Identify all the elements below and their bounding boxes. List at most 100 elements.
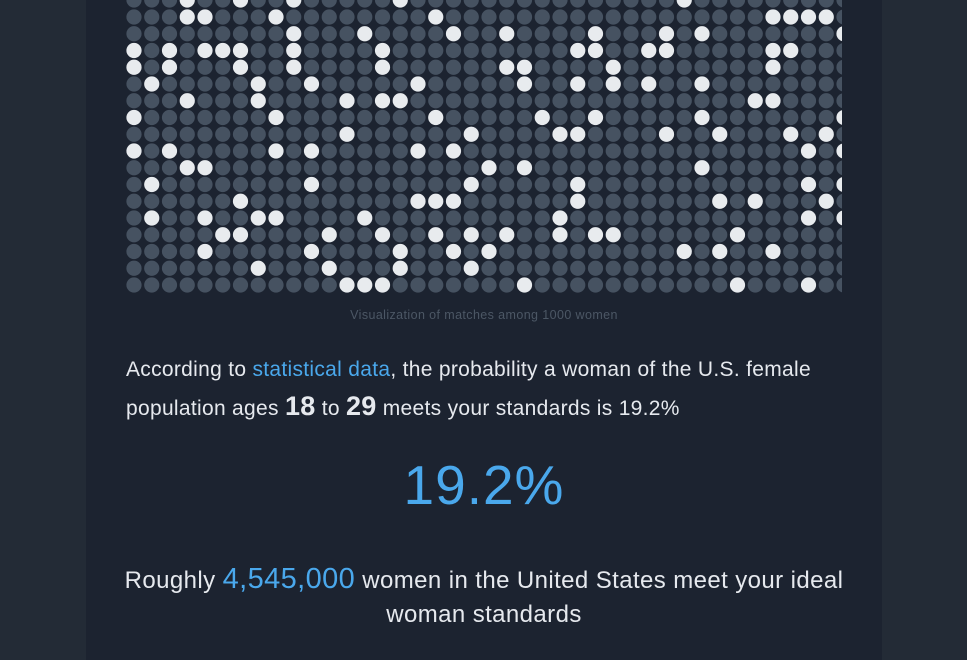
non-match-dot — [800, 109, 817, 126]
non-match-dot — [623, 9, 639, 25]
statistical-data-link[interactable]: statistical data — [252, 358, 391, 381]
non-match-dot — [232, 93, 249, 109]
non-match-dot — [534, 0, 550, 8]
non-match-dot — [445, 277, 462, 293]
non-match-dot — [232, 160, 249, 176]
match-dot — [587, 42, 604, 59]
non-match-dot — [783, 26, 799, 42]
match-dot — [321, 260, 337, 276]
match-dot — [641, 42, 657, 59]
non-match-dot — [499, 193, 515, 209]
non-match-dot — [463, 93, 479, 109]
match-dot — [392, 0, 408, 8]
non-match-dot — [570, 93, 586, 109]
non-match-dot — [357, 109, 373, 126]
non-match-dot — [747, 9, 763, 25]
match-dot — [570, 76, 586, 92]
match-dot — [410, 193, 426, 209]
non-match-dot — [516, 0, 533, 8]
match-dot — [499, 26, 515, 42]
non-match-dot — [197, 193, 213, 209]
non-match-dot — [215, 109, 231, 126]
match-dot — [570, 176, 586, 193]
non-match-dot — [303, 227, 320, 243]
match-dot — [712, 243, 728, 260]
non-match-dot — [161, 176, 178, 193]
non-match-dot — [321, 93, 337, 109]
non-match-dot — [392, 109, 408, 126]
non-match-dot — [428, 277, 444, 293]
non-match-dot — [818, 26, 834, 42]
match-dot — [570, 126, 586, 142]
non-match-dot — [783, 243, 799, 260]
non-match-dot — [836, 9, 842, 25]
match-dot — [339, 93, 355, 109]
non-match-dot — [658, 160, 675, 176]
non-match-dot — [179, 76, 195, 92]
non-match-dot — [641, 109, 657, 126]
non-match-dot — [428, 59, 444, 75]
non-match-dot — [783, 277, 799, 293]
non-match-dot — [712, 0, 728, 8]
non-match-dot — [161, 26, 178, 42]
non-match-dot — [215, 210, 231, 226]
match-dot — [658, 42, 675, 59]
non-match-dot — [463, 160, 479, 176]
non-match-dot — [339, 26, 355, 42]
non-match-dot — [800, 126, 817, 142]
match-dot — [126, 143, 142, 159]
non-match-dot — [605, 109, 621, 126]
non-match-dot — [179, 210, 195, 226]
non-match-dot — [197, 126, 213, 142]
non-match-dot — [250, 176, 266, 193]
non-match-dot — [499, 126, 515, 142]
non-match-dot — [570, 277, 586, 293]
match-dot — [765, 42, 781, 59]
non-match-dot — [179, 260, 195, 276]
non-match-dot — [268, 160, 284, 176]
non-match-dot — [445, 9, 462, 25]
non-match-dot — [286, 109, 302, 126]
non-match-dot — [712, 93, 728, 109]
non-match-dot — [392, 143, 408, 159]
non-match-dot — [357, 76, 373, 92]
non-match-dot — [428, 42, 444, 59]
non-match-dot — [374, 109, 391, 126]
non-match-dot — [587, 93, 604, 109]
non-match-dot — [658, 59, 675, 75]
non-match-dot — [410, 59, 426, 75]
non-match-dot — [605, 0, 621, 8]
non-match-dot — [836, 260, 842, 276]
non-match-dot — [161, 9, 178, 25]
non-match-dot — [729, 59, 746, 75]
non-match-dot — [303, 210, 320, 226]
non-match-dot — [144, 42, 160, 59]
match-dot — [286, 26, 302, 42]
non-match-dot — [729, 260, 746, 276]
match-dot — [179, 9, 195, 25]
non-match-dot — [197, 277, 213, 293]
non-match-dot — [374, 76, 391, 92]
non-match-dot — [552, 143, 568, 159]
non-match-dot — [232, 76, 249, 92]
non-match-dot — [570, 243, 586, 260]
non-match-dot — [392, 9, 408, 25]
non-match-dot — [445, 109, 462, 126]
match-dot — [605, 59, 621, 75]
non-match-dot — [126, 0, 142, 8]
non-match-dot — [250, 143, 266, 159]
non-match-dot — [179, 143, 195, 159]
non-match-dot — [676, 277, 692, 293]
non-match-dot — [658, 210, 675, 226]
non-match-dot — [410, 160, 426, 176]
matches-dot-grid — [126, 0, 842, 293]
non-match-dot — [250, 26, 266, 42]
match-dot — [250, 260, 266, 276]
match-dot — [303, 176, 320, 193]
non-match-dot — [800, 243, 817, 260]
match-dot — [179, 160, 195, 176]
non-match-dot — [481, 227, 497, 243]
match-dot — [836, 143, 842, 159]
match-dot — [694, 76, 710, 92]
non-match-dot — [374, 0, 391, 8]
